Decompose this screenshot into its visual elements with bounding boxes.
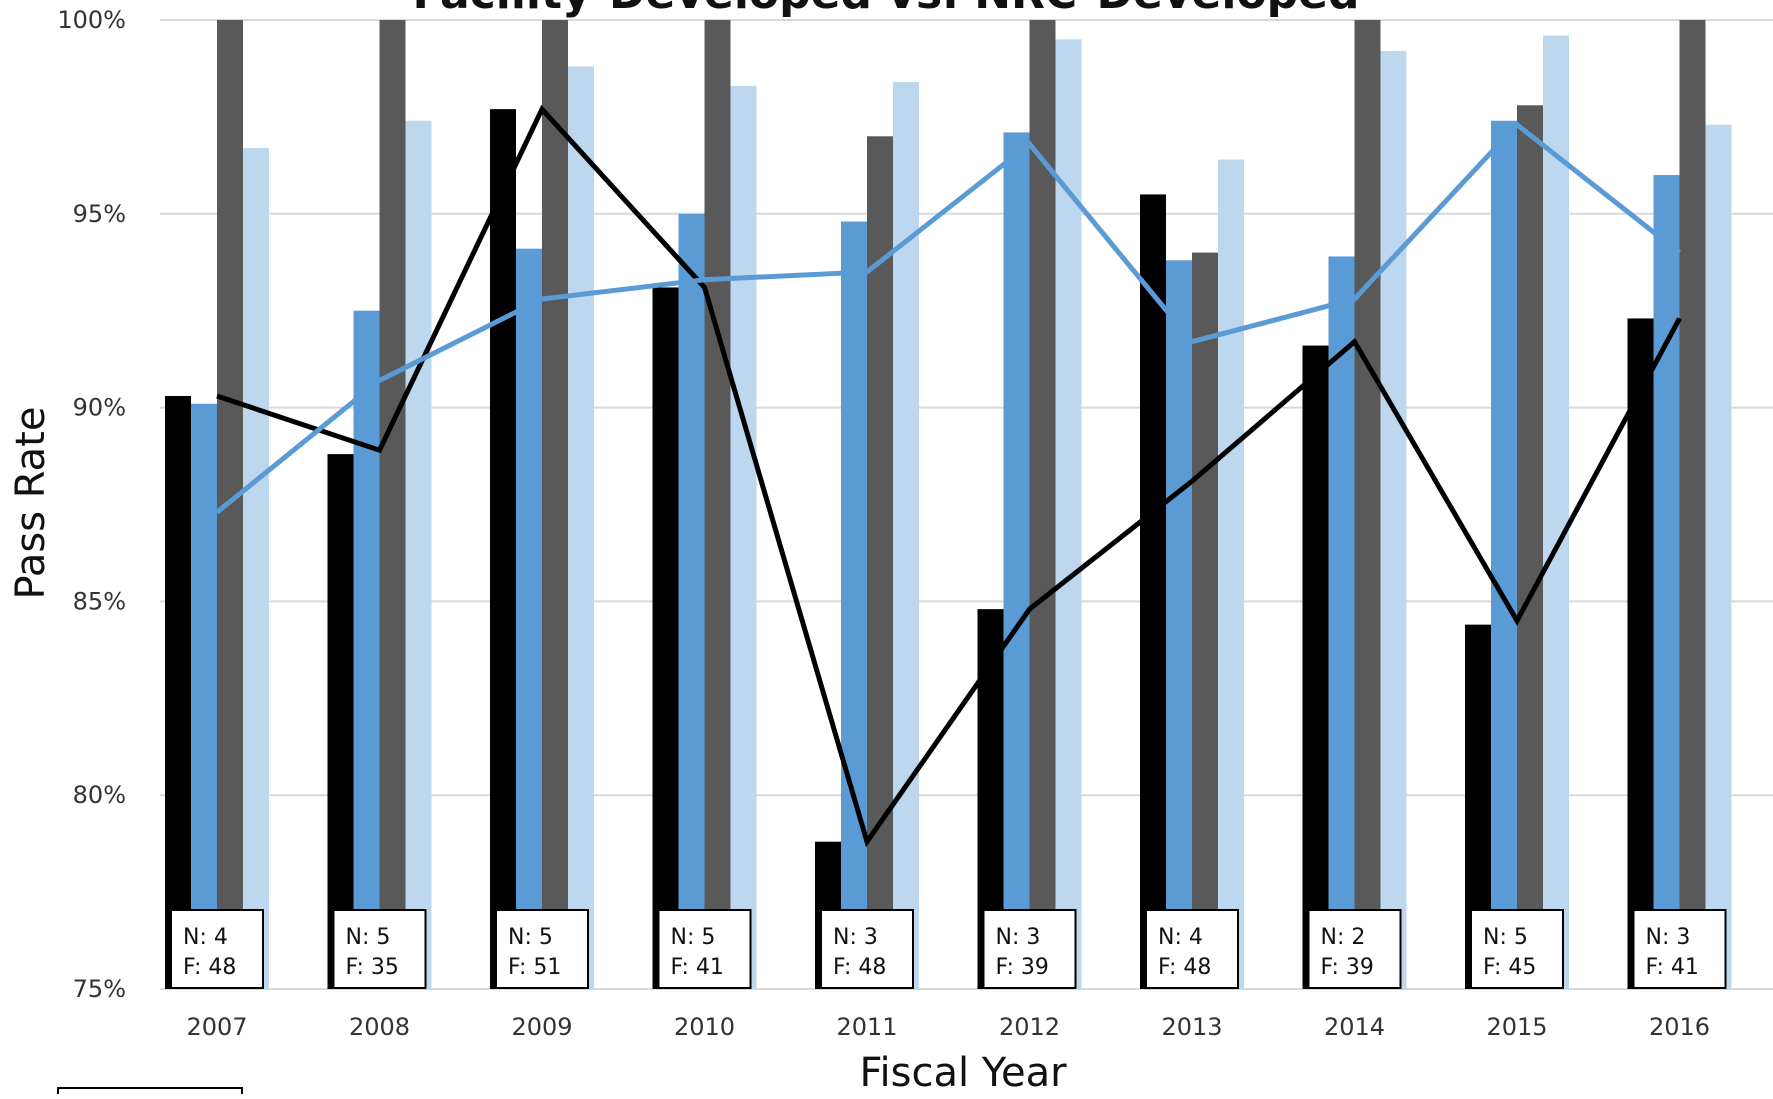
bar [1140,194,1166,990]
annotation-box [170,909,264,989]
legend-box [57,1087,243,1099]
bar [841,221,867,989]
y-axis-title: Pass Rate [8,407,54,600]
annotation-n: N: 3 [996,925,1041,950]
annotation-n: N: 3 [1646,925,1691,950]
x-tick-label: 2014 [1324,1013,1385,1041]
bar [191,403,217,989]
annotation-f: F: 51 [508,955,561,980]
bar [1029,20,1056,989]
y-tick-label: 80% [73,781,126,809]
annotation-f: F: 45 [1483,955,1536,980]
bar [1166,260,1192,989]
x-tick-label: 2009 [511,1013,572,1041]
annotation-box [495,909,589,989]
annotation-n: N: 4 [183,925,228,950]
x-tick-label: 2013 [1161,1013,1222,1041]
y-tick-label: 95% [73,200,126,228]
annotation-n: N: 5 [671,925,716,950]
bar [730,85,757,990]
bar [1517,105,1543,990]
bar [893,82,919,990]
x-tick-label: 2008 [349,1013,410,1041]
bar [542,20,568,989]
bar [379,20,406,989]
bar [1627,318,1654,989]
bar [1055,39,1082,989]
y-tick-label: 100% [57,6,126,34]
chart-title: Facility-Developed vs. NRC-Developed [412,0,1359,19]
x-tick-label: 2012 [999,1013,1060,1041]
bar [1543,35,1569,989]
bar [568,66,594,989]
bar [1003,132,1030,990]
count-annotations: N: 4 F: 48 N: 5 F: 35 N: 5 F: 51 N: 5 F: 41 N: 3… [170,909,1727,989]
annotation-box [1470,909,1564,989]
y-axis-ticks: 75% 80% 85% 90% 95% 100% [57,6,126,1003]
annotation-f: F: 35 [346,955,399,980]
annotation-n: N: 3 [833,925,878,950]
annotation-n: N: 4 [1158,925,1203,950]
y-tick-label: 85% [73,587,126,615]
annotation-f: F: 48 [833,955,886,980]
bar [1354,20,1381,989]
annotation-box [982,909,1077,989]
bar [327,454,354,989]
bar [652,287,679,990]
bar [867,136,893,989]
y-tick-label: 90% [73,394,126,422]
bar [1380,51,1407,990]
annotation-box [1145,909,1239,989]
annotation-n: N: 2 [1321,925,1366,950]
annotation-f: F: 39 [996,955,1049,980]
annotation-box [820,909,914,989]
bar [678,213,705,990]
bar [1218,159,1244,989]
bar [1491,120,1517,989]
annotation-box [1307,909,1402,989]
annotation-box [1632,909,1727,989]
annotation-f: F: 41 [1646,955,1699,980]
x-tick-label: 2016 [1649,1013,1710,1041]
bar [1705,124,1732,990]
annotation-f: F: 48 [183,955,236,980]
trend-lines [215,104,1682,848]
annotation-n: N: 5 [508,925,553,950]
x-tick-label: 2007 [186,1013,247,1041]
bar [1328,256,1355,989]
bar [243,147,269,989]
bar [405,120,432,989]
bar [1192,252,1218,989]
annotation-f: F: 41 [671,955,724,980]
trend-line [215,121,1682,515]
x-tick-label: 2011 [836,1013,897,1041]
bar [353,310,380,989]
annotation-box [332,909,427,989]
annotation-f: F: 48 [1158,955,1211,980]
bar [516,248,542,989]
annotation-n: N: 5 [1483,925,1528,950]
y-tick-label: 75% [73,975,126,1003]
bar [1302,345,1329,990]
bar [704,20,731,989]
bar [1679,20,1706,989]
trend-line [216,104,1682,848]
x-axis-ticks: 2007 2008 2009 2010 2011 2012 2013 2014 2015 2016 [186,1013,1710,1041]
bar-series [165,20,1732,990]
bar [490,109,516,989]
annotation-f: F: 39 [1321,955,1374,980]
x-tick-label: 2010 [674,1013,735,1041]
bar [1653,175,1680,990]
annotation-box [657,909,752,989]
annotation-n: N: 5 [346,925,391,950]
x-axis-title: Fiscal Year [859,1050,1067,1094]
bar [165,395,191,989]
x-tick-label: 2015 [1486,1013,1547,1041]
